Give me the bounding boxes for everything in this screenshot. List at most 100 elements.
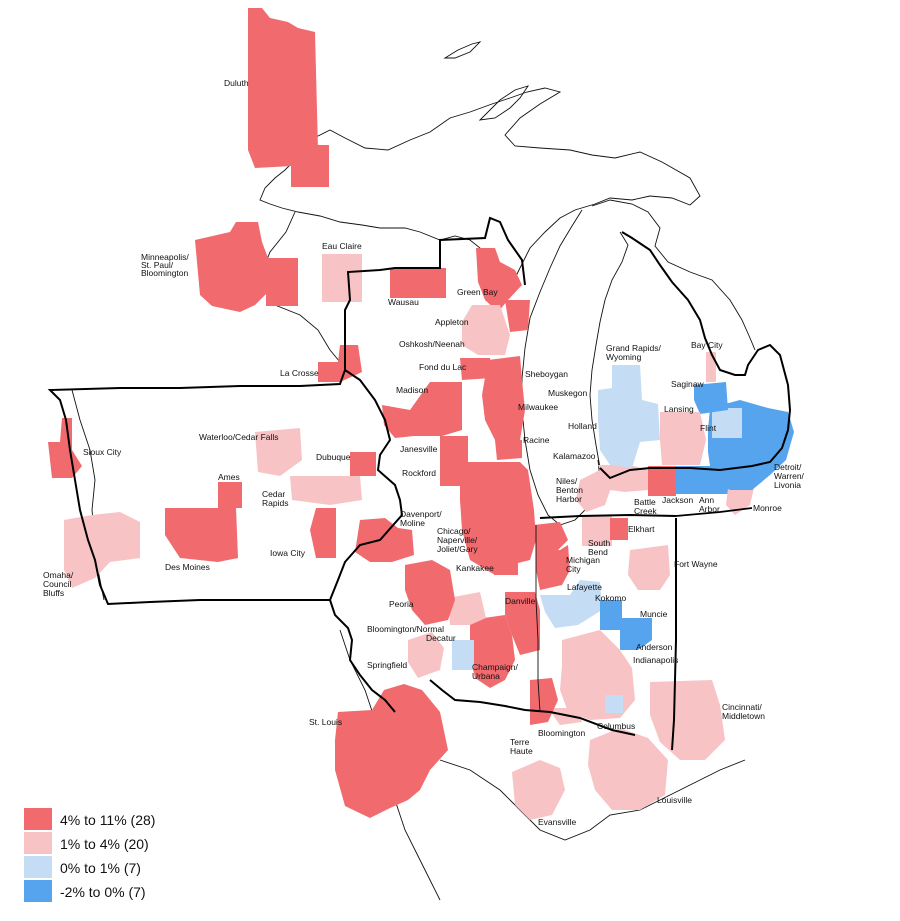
metro-peoria <box>405 560 455 625</box>
metro-st-louis <box>335 684 448 818</box>
legend-label-high: 4% to 11% (28) <box>60 812 155 828</box>
label-appleton: Appleton <box>435 317 469 327</box>
wisconsin-illinois-boundary <box>344 216 526 370</box>
legend-label-low: 0% to 1% (7) <box>60 860 141 876</box>
label-danville: Danville <box>505 596 536 606</box>
legend: 4% to 11% (28) 1% to 4% (20) 0% to 1% (7… <box>24 808 155 902</box>
label-omaha-1: Omaha/ <box>43 570 74 580</box>
label-terre-haute-2: Haute <box>510 746 533 756</box>
label-michigan-city-1: Michigan <box>566 555 600 565</box>
metro-kalamazoo <box>598 465 648 492</box>
metro-minneapolis-east <box>266 258 298 306</box>
legend-swatch-negative <box>24 880 52 902</box>
label-minneapolis-3: Bloomington <box>141 268 189 278</box>
metro-iowa-city <box>310 508 336 558</box>
metro-springfield <box>408 632 444 678</box>
metro-bloomington-normal <box>448 592 486 625</box>
metro-la-crosse <box>318 345 362 382</box>
label-davenport-2: Moline <box>400 518 425 528</box>
metro-jackson <box>676 466 700 494</box>
isle-royale <box>443 41 482 59</box>
label-chicago-1: Chicago/ <box>437 526 471 536</box>
illinois-western-boundary <box>329 599 396 713</box>
metro-kankakee <box>494 555 518 575</box>
label-anderson: Anderson <box>636 642 673 652</box>
label-chicago-2: Naperville/ <box>437 535 478 545</box>
metro-madison <box>382 382 462 438</box>
metro-sheboygan <box>505 300 530 332</box>
lake-superior-shoreline <box>259 87 701 288</box>
ohio-river <box>439 759 746 841</box>
label-detroit-2: Warren/ <box>774 471 805 481</box>
label-niles-3: Harbor <box>556 494 582 504</box>
metro-duluth <box>248 8 318 168</box>
label-minneapolis-1: Minneapolis/ <box>141 252 189 262</box>
label-cedar-rapids-2: Rapids <box>262 498 288 508</box>
metro-battle-creek <box>648 466 676 496</box>
label-peoria: Peoria <box>389 599 414 609</box>
legend-label-mid: 1% to 4% (20) <box>60 836 149 852</box>
metro-des-moines <box>165 508 238 562</box>
label-waterloo: Waterloo/Cedar Falls <box>199 432 279 442</box>
metro-champaign <box>470 615 515 688</box>
label-davenport-1: Davenport/ <box>400 509 442 519</box>
label-flint: Flint <box>700 423 717 433</box>
label-omaha-2: Council <box>43 579 71 589</box>
label-fond-du-lac: Fond du Lac <box>419 362 467 372</box>
label-niles-2: Benton <box>556 485 583 495</box>
indiana-eastern-boundary <box>671 518 677 751</box>
label-st-louis: St. Louis <box>309 717 342 727</box>
legend-swatch-mid <box>24 832 52 854</box>
label-wausau: Wausau <box>388 297 419 307</box>
metro-ames <box>218 482 242 508</box>
metro-waterloo <box>255 428 302 476</box>
label-fort-wayne: Fort Wayne <box>674 559 718 569</box>
label-champaign-2: Urbana <box>472 671 500 681</box>
label-cincinnati-2: Middletown <box>722 711 765 721</box>
label-louisville: Louisville <box>657 795 692 805</box>
label-south-bend-1: South <box>588 538 610 548</box>
metro-monroe <box>726 488 754 515</box>
label-columbus: Columbus <box>597 721 635 731</box>
label-dubuque: Dubuque <box>316 452 351 462</box>
label-michigan-city-2: City <box>566 564 581 574</box>
label-bay-city: Bay City <box>691 340 723 350</box>
metro-south-bend <box>582 516 612 546</box>
illinois-southern-boundary <box>429 679 636 736</box>
label-muncie: Muncie <box>640 609 668 619</box>
label-lansing: Lansing <box>664 404 694 414</box>
metro-terre-haute <box>530 678 558 725</box>
label-elkhart: Elkhart <box>628 524 655 534</box>
michigan-east-shore <box>599 231 792 480</box>
label-evansville: Evansville <box>538 817 577 827</box>
metro-lansing <box>660 412 706 465</box>
label-indianapolis: Indianapolis <box>633 655 678 665</box>
upper-peninsula-east <box>591 199 756 351</box>
metro-omaha <box>64 512 140 588</box>
indiana-michigan-boundary <box>539 513 677 519</box>
label-kalamazoo: Kalamazoo <box>553 451 596 461</box>
metro-bloomington-in <box>548 708 582 725</box>
metro-regions <box>48 8 794 820</box>
label-detroit-3: Livonia <box>774 480 801 490</box>
label-kokomo: Kokomo <box>595 593 626 603</box>
label-detroit-1: Detroit/ <box>774 462 802 472</box>
metro-danville <box>505 592 540 655</box>
metro-appleton <box>462 305 510 355</box>
label-duluth: Duluth <box>224 78 249 88</box>
label-saginaw: Saginaw <box>671 379 704 389</box>
illinois-indiana-line <box>535 525 541 713</box>
label-grand-rapids-2: Wyoming <box>606 352 642 362</box>
metro-sioux-city <box>48 418 82 478</box>
metro-decatur <box>452 640 474 670</box>
metro-cincinnati <box>650 680 725 760</box>
label-cincinnati-1: Cincinnati/ <box>722 702 762 712</box>
label-grand-rapids-1: Grand Rapids/ <box>606 343 661 353</box>
metro-fort-wayne <box>628 545 670 590</box>
label-ames: Ames <box>218 472 240 482</box>
metro-michigan-city <box>536 545 570 590</box>
label-niles-1: Niles/ <box>556 476 578 486</box>
label-eau-claire: Eau Claire <box>322 241 362 251</box>
label-minneapolis-2: St. Paul/ <box>141 260 174 270</box>
